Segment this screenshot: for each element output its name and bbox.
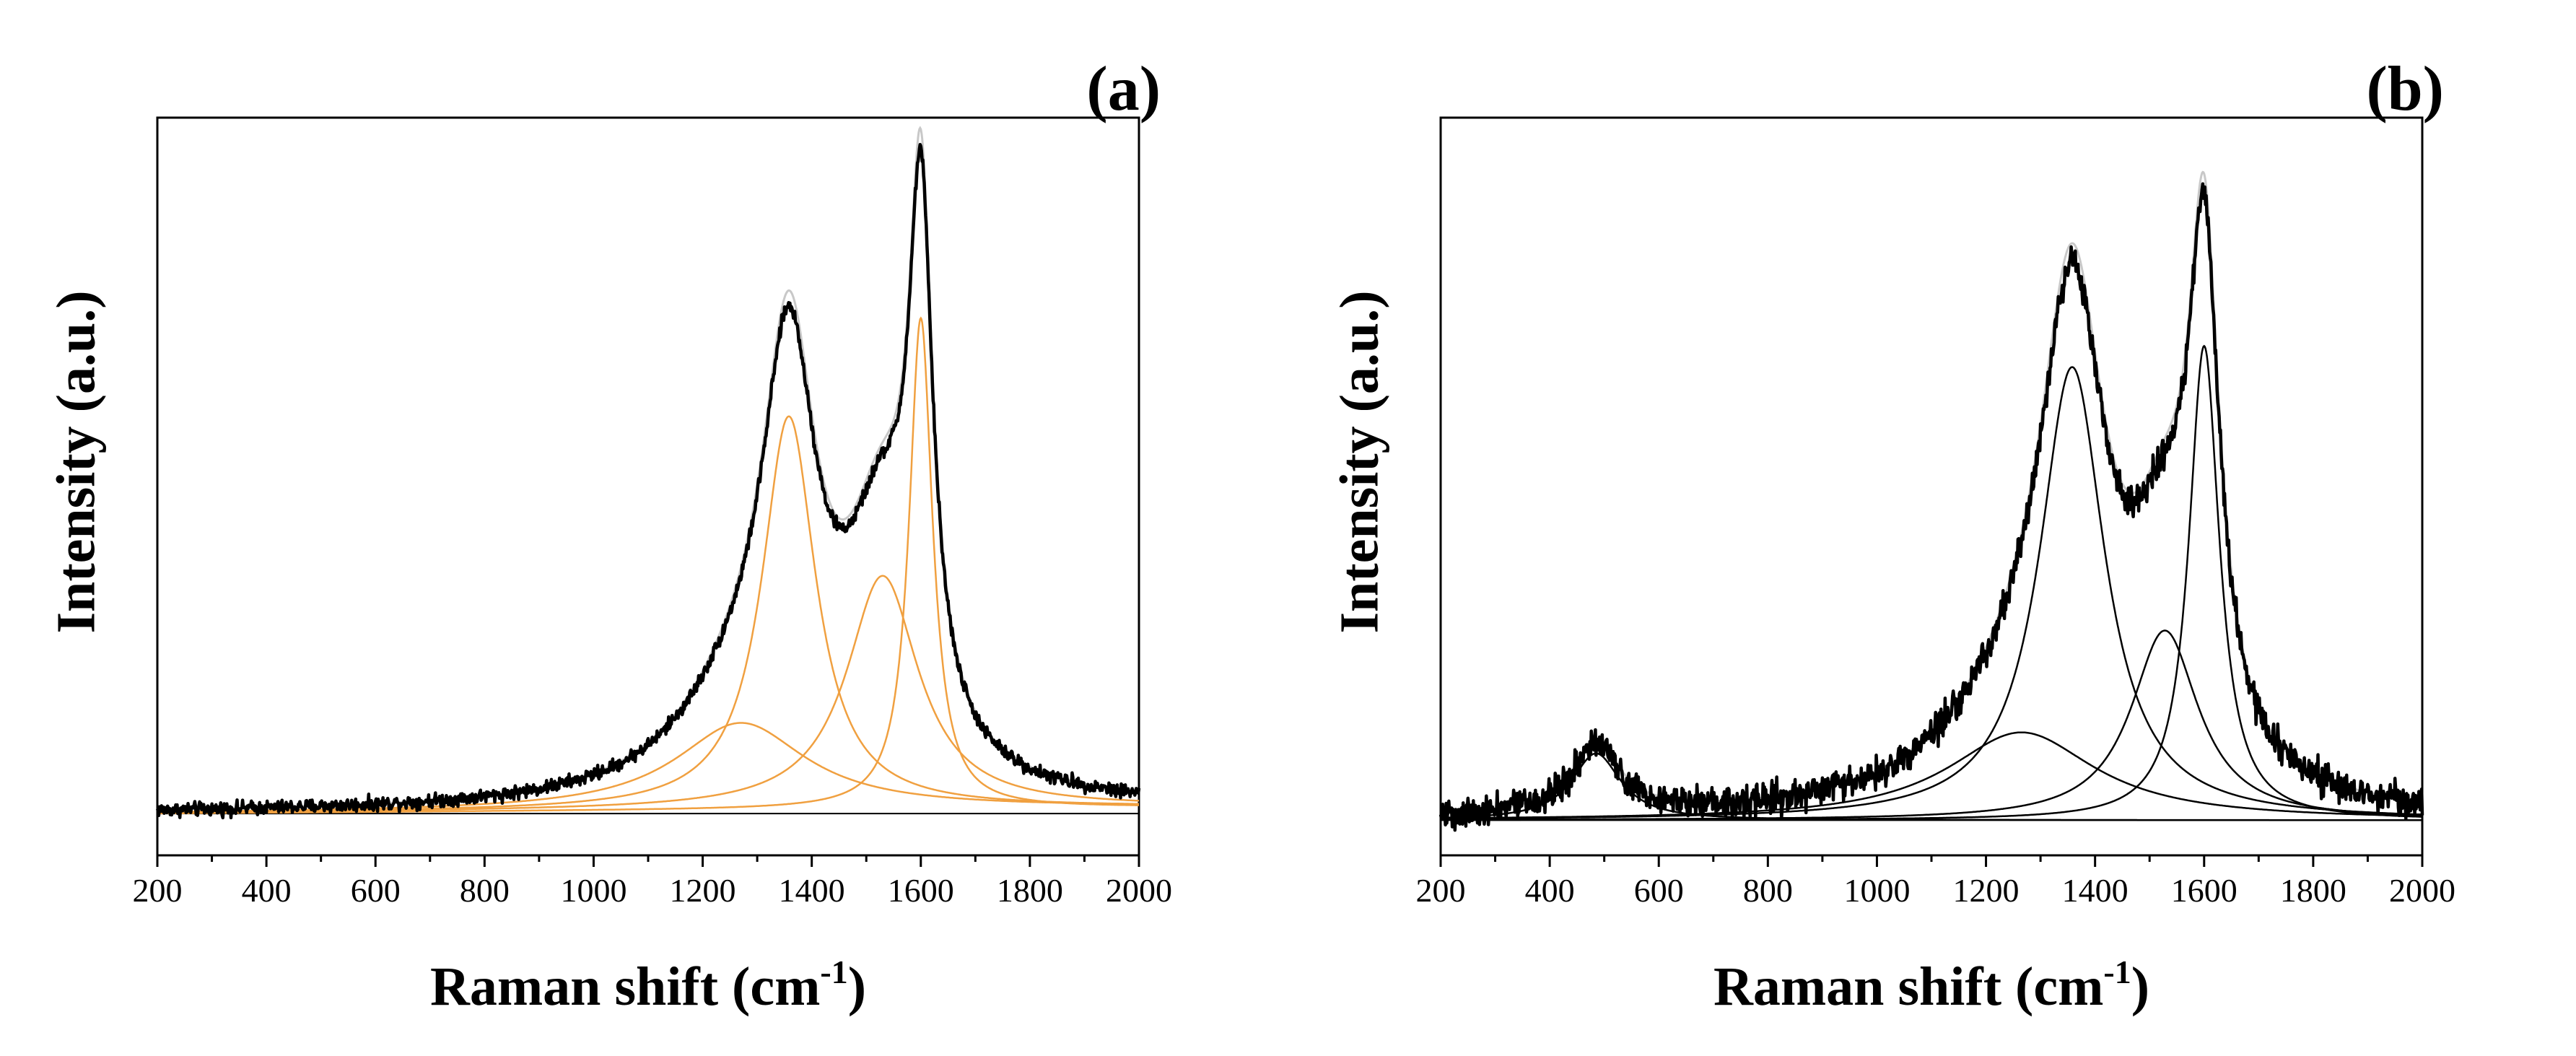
x-tick-label: 2000 [2389,872,2455,909]
x-tick-label: 1000 [1843,872,1910,909]
x-tick-label: 400 [242,872,292,909]
component-curve [157,722,1139,813]
component-curve [1441,752,2422,821]
x-tick-label: 800 [460,872,510,909]
x-tick-label: 1600 [2171,872,2237,909]
x-tick-label: 400 [1525,872,1575,909]
x-tick-label: 2000 [1106,872,1172,909]
x-axis-title-main: Raman shift (cm [430,956,820,1017]
x-tick-label: 600 [351,872,401,909]
panel-label: (b) [2366,54,2444,124]
component-curve [157,415,1140,813]
plot-area [1438,170,2424,832]
x-axis-title: Raman shift (cm-1) [430,954,866,1017]
y-axis-title: Intensity (a.u.) [45,290,106,633]
component-curve [157,316,1139,815]
x-tick-label: 1200 [670,872,736,909]
x-tick-label: 1400 [2062,872,2129,909]
x-tick-label: 200 [1416,872,1466,909]
cumulative-fit-curve [157,126,1140,811]
x-tick-label: 1800 [997,872,1063,909]
x-tick-label: 200 [133,872,183,909]
panel-label: (a) [1086,54,1161,124]
plot-area [155,126,1141,820]
x-tick-label: 1200 [1953,872,2020,909]
x-tick-label: 1600 [888,872,954,909]
x-ticks: 200 400 600 800 1000 1200 1400 1600 1800 2000 [1416,855,2455,909]
component-curve [1441,366,2422,820]
x-tick-label: 1400 [779,872,845,909]
x-axis-title-sup: -1 [820,954,847,990]
component-curve [157,575,1140,814]
component-curve [1441,344,2422,821]
x-axis-title: Raman shift (cm-1) [1713,954,2149,1017]
measured-spectrum [1438,182,2424,832]
measured-spectrum [155,142,1141,820]
x-axis-title-end: ) [848,956,866,1017]
panel-a: 200 400 600 800 1000 1200 1400 1600 1800 2000 (a)… [45,54,1172,1017]
x-axis-title-end: ) [2131,956,2149,1017]
x-tick-label: 800 [1743,872,1793,909]
x-tick-label: 1800 [2280,872,2346,909]
x-tick-label: 600 [1634,872,1684,909]
x-axis-title-sup: -1 [2103,954,2131,990]
x-ticks: 200 400 600 800 1000 1200 1400 1600 1800 2000 [133,855,1172,909]
x-axis-title-main: Raman shift (cm [1713,956,2103,1017]
cumulative-fit-curve [1440,170,2423,814]
panel-b: 200 400 600 800 1000 1200 1400 1600 1800 2000 (b)… [1329,54,2455,1017]
y-axis-title: Intensity (a.u.) [1329,290,1389,633]
x-tick-label: 1000 [560,872,626,909]
